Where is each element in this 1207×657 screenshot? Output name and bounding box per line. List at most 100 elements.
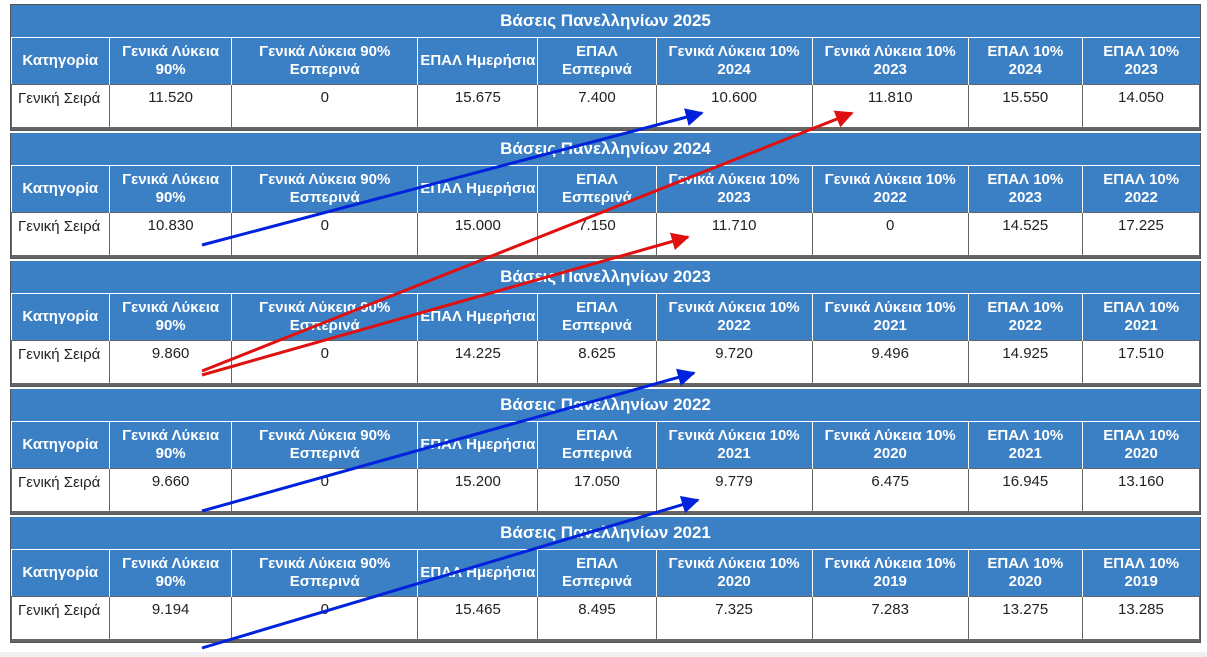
score-cell: 11.520 xyxy=(109,84,233,130)
block-title: Βάσεις Πανελληνίων 2024 xyxy=(11,133,1200,166)
score-cell: 15.550 xyxy=(967,84,1083,130)
year-block: Βάσεις Πανελληνίων 2024 Κατηγορία Γενικά Λ… xyxy=(10,133,1201,259)
score-cell: 13.285 xyxy=(1081,596,1201,642)
column-header: ΕΠΑΛ 10% 2023 xyxy=(967,166,1083,213)
column-header: ΕΠΑΛ Ημερήσια xyxy=(417,422,539,469)
year-block: Βάσεις Πανελληνίων 2023 Κατηγορία Γενικά Λ… xyxy=(10,261,1201,387)
column-header: Γενικά Λύκεια 90% Εσπερινά xyxy=(231,550,419,597)
score-cell: 9.496 xyxy=(811,340,969,386)
score-cell: 9.720 xyxy=(655,340,813,386)
score-cell: 7.325 xyxy=(655,596,813,642)
score-cell: 9.779 xyxy=(655,468,813,514)
block-title: Βάσεις Πανελληνίων 2022 xyxy=(11,389,1200,422)
scores-table: Κατηγορία Γενικά Λύκεια 90% Γενικά Λύκεια … xyxy=(10,550,1201,642)
scores-table: Κατηγορία Γενικά Λύκεια 90% Γενικά Λύκεια … xyxy=(10,38,1201,130)
column-header: Γενικά Λύκεια 10% 2020 xyxy=(811,422,969,469)
block-title: Βάσεις Πανελληνίων 2021 xyxy=(11,517,1200,550)
column-header: Γενικά Λύκεια 10% 2021 xyxy=(655,422,813,469)
table-row: Γενική Σειρά 9.660 0 15.200 17.050 9.779 6.475… xyxy=(10,468,1201,514)
table-row: Γενική Σειρά 9.860 0 14.225 8.625 9.720 9.496 1… xyxy=(10,340,1201,386)
score-cell: 0 xyxy=(231,468,419,514)
column-header: ΕΠΑΛ 10% 2021 xyxy=(1081,294,1200,341)
column-header: Γενικά Λύκεια 10% 2022 xyxy=(655,294,813,341)
column-header: Γενικά Λύκεια 10% 2023 xyxy=(655,166,813,213)
column-header: ΕΠΑΛ 10% 2023 xyxy=(1081,38,1200,85)
table-row: Γενική Σειρά 10.830 0 15.000 7.150 11.710 0 14.… xyxy=(10,212,1201,258)
column-header: ΕΠΑΛ Ημερήσια xyxy=(417,38,539,85)
column-header: ΕΠΑΛ 10% 2022 xyxy=(1081,166,1200,213)
column-header: ΕΠΑΛ Εσπερινά xyxy=(537,550,657,597)
score-cell: 15.000 xyxy=(417,212,539,258)
column-header: Γενικά Λύκεια 10% 2024 xyxy=(655,38,813,85)
column-header: ΕΠΑΛ 10% 2020 xyxy=(967,550,1083,597)
column-header: Κατηγορία xyxy=(11,422,111,469)
scores-table: Κατηγορία Γενικά Λύκεια 90% Γενικά Λύκεια … xyxy=(10,166,1201,258)
category-cell: Γενική Σειρά xyxy=(10,596,111,642)
category-cell: Γενική Σειρά xyxy=(10,468,111,514)
column-header: Γενικά Λύκεια 90% xyxy=(109,550,233,597)
column-header: Γενικά Λύκεια 10% 2023 xyxy=(811,38,969,85)
scores-table: Κατηγορία Γενικά Λύκεια 90% Γενικά Λύκεια … xyxy=(10,422,1201,514)
column-header: ΕΠΑΛ Ημερήσια xyxy=(417,550,539,597)
year-block: Βάσεις Πανελληνίων 2025 Κατηγορία Γενικά Λ… xyxy=(10,4,1201,131)
block-title: Βάσεις Πανελληνίων 2023 xyxy=(11,261,1200,294)
score-cell: 14.050 xyxy=(1081,84,1201,130)
bottom-strip xyxy=(0,652,1207,657)
score-cell: 0 xyxy=(231,84,419,130)
score-cell: 14.225 xyxy=(417,340,539,386)
category-cell: Γενική Σειρά xyxy=(10,340,111,386)
score-cell: 13.160 xyxy=(1081,468,1201,514)
column-header: Γενικά Λύκεια 10% 2019 xyxy=(811,550,969,597)
column-header: Γενικά Λύκεια 90% Εσπερινά xyxy=(231,38,419,85)
column-header: ΕΠΑΛ Εσπερινά xyxy=(537,294,657,341)
column-header: ΕΠΑΛ Ημερήσια xyxy=(417,294,539,341)
column-header: Κατηγορία xyxy=(11,38,111,85)
column-header: ΕΠΑΛ 10% 2019 xyxy=(1081,550,1200,597)
column-header: ΕΠΑΛ Εσπερινά xyxy=(537,38,657,85)
year-block: Βάσεις Πανελληνίων 2022 Κατηγορία Γενικά Λ… xyxy=(10,389,1201,515)
column-header: Γενικά Λύκεια 90% xyxy=(109,38,233,85)
column-header: Γενικά Λύκεια 10% 2021 xyxy=(811,294,969,341)
column-header: Κατηγορία xyxy=(11,550,111,597)
score-cell: 11.810 xyxy=(811,84,969,130)
score-cell: 7.150 xyxy=(537,212,657,258)
column-header: Γενικά Λύκεια 90% xyxy=(109,422,233,469)
column-header: ΕΠΑΛ Ημερήσια xyxy=(417,166,539,213)
column-header: ΕΠΑΛ 10% 2021 xyxy=(967,422,1083,469)
score-cell: 15.465 xyxy=(417,596,539,642)
column-header: Γενικά Λύκεια 10% 2020 xyxy=(655,550,813,597)
score-cell: 11.710 xyxy=(655,212,813,258)
score-cell: 14.925 xyxy=(967,340,1083,386)
score-cell: 17.050 xyxy=(537,468,657,514)
column-header: Γενικά Λύκεια 90% xyxy=(109,294,233,341)
score-cell: 0 xyxy=(231,596,419,642)
block-title: Βάσεις Πανελληνίων 2025 xyxy=(11,5,1200,38)
column-header: ΕΠΑΛ 10% 2022 xyxy=(967,294,1083,341)
table-row: Γενική Σειρά 9.194 0 15.465 8.495 7.325 7.283 1… xyxy=(10,596,1201,642)
score-cell: 15.675 xyxy=(417,84,539,130)
score-cell: 17.510 xyxy=(1081,340,1201,386)
score-cell: 10.830 xyxy=(109,212,233,258)
score-cell: 0 xyxy=(811,212,969,258)
category-cell: Γενική Σειρά xyxy=(10,212,111,258)
score-cell: 6.475 xyxy=(811,468,969,514)
score-cell: 14.525 xyxy=(967,212,1083,258)
score-cell: 0 xyxy=(231,340,419,386)
score-cell: 8.625 xyxy=(537,340,657,386)
column-header: Γενικά Λύκεια 90% Εσπερινά xyxy=(231,166,419,213)
score-cell: 7.400 xyxy=(537,84,657,130)
column-header: Γενικά Λύκεια 90% xyxy=(109,166,233,213)
column-header: ΕΠΑΛ 10% 2024 xyxy=(967,38,1083,85)
column-header: Γενικά Λύκεια 10% 2022 xyxy=(811,166,969,213)
score-cell: 7.283 xyxy=(811,596,969,642)
tables-container: Βάσεις Πανελληνίων 2025 Κατηγορία Γενικά Λ… xyxy=(10,4,1201,645)
column-header: Κατηγορία xyxy=(11,166,111,213)
score-cell: 0 xyxy=(231,212,419,258)
score-cell: 8.495 xyxy=(537,596,657,642)
score-cell: 9.660 xyxy=(109,468,233,514)
column-header: ΕΠΑΛ 10% 2020 xyxy=(1081,422,1200,469)
column-header: Γενικά Λύκεια 90% Εσπερινά xyxy=(231,422,419,469)
score-cell: 10.600 xyxy=(655,84,813,130)
column-header: Γενικά Λύκεια 90% Εσπερινά xyxy=(231,294,419,341)
year-block: Βάσεις Πανελληνίων 2021 Κατηγορία Γενικά Λ… xyxy=(10,517,1201,643)
